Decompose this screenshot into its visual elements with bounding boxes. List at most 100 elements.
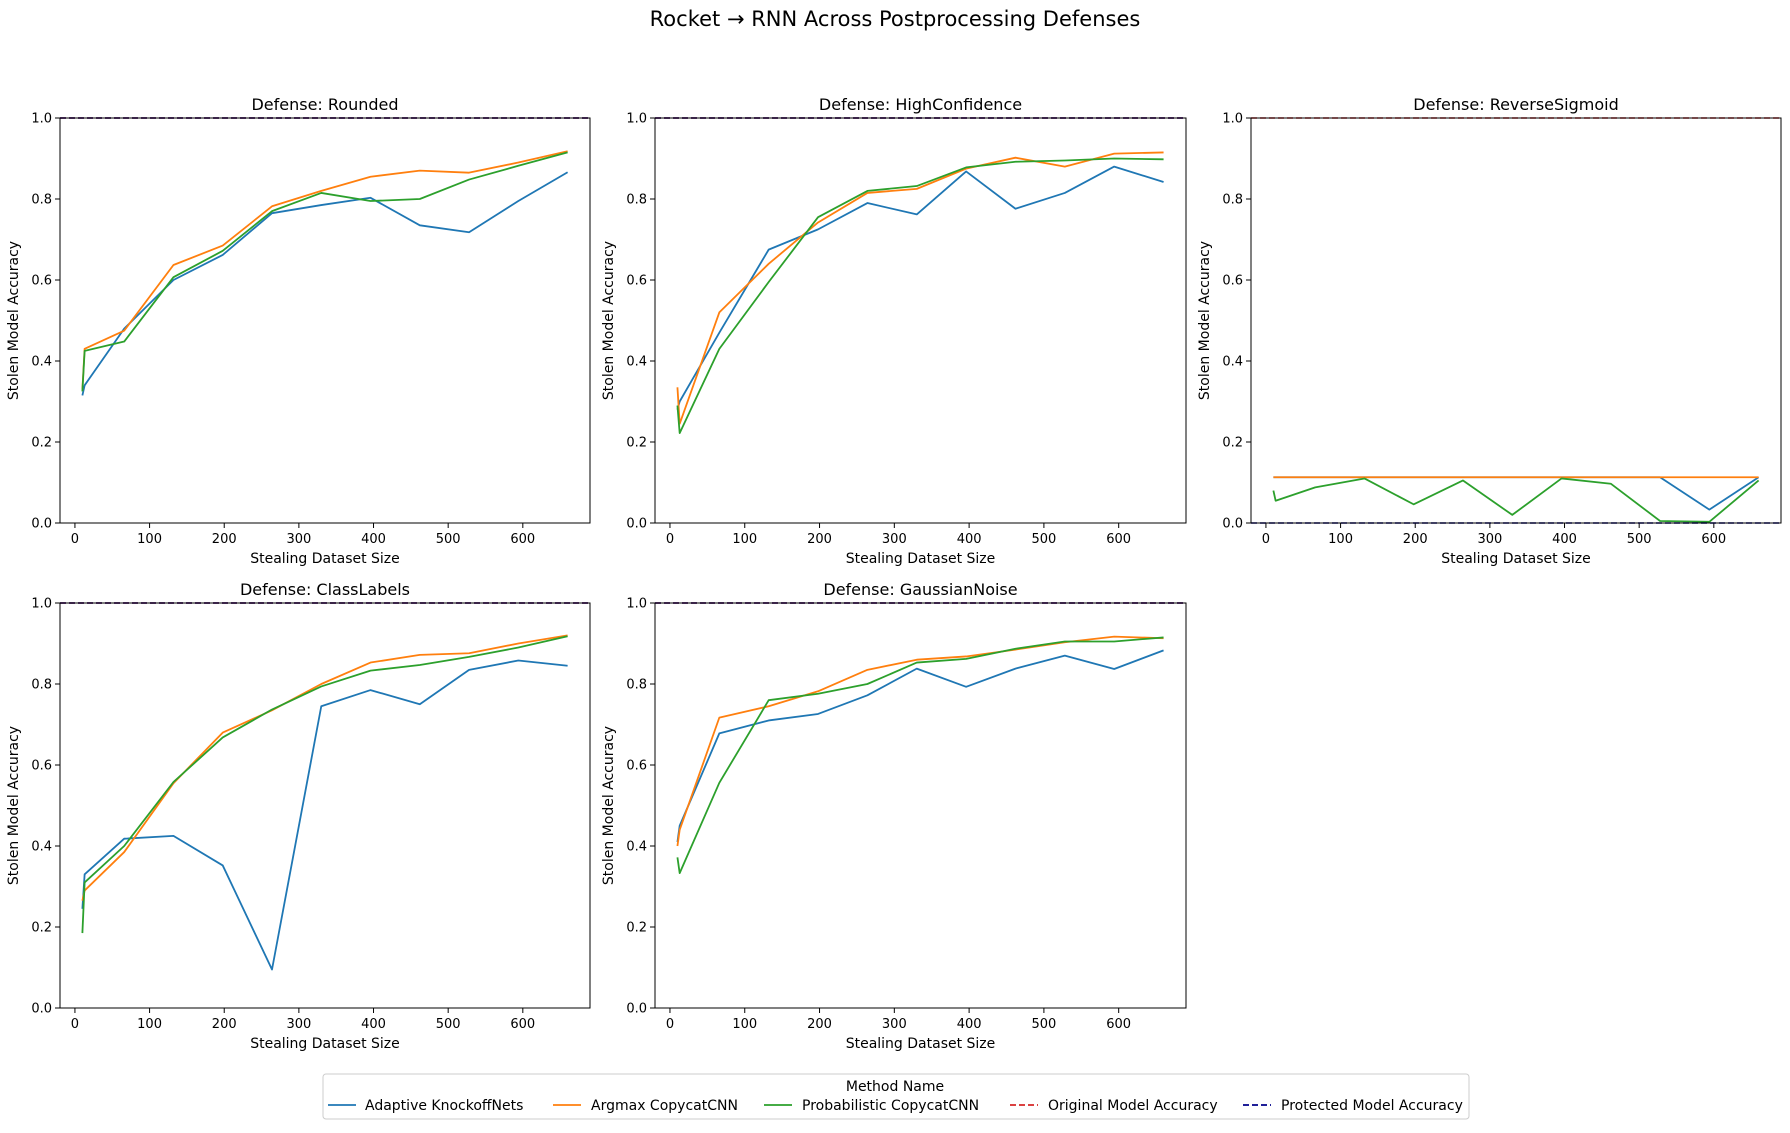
x-tick-label: 300 (1477, 532, 1502, 547)
subplot-defense-highconfidence: Defense: HighConfidence 0 100 200 300 400 500 6… (601, 95, 1187, 567)
x-tick-label: 500 (436, 1017, 461, 1032)
legend-label-protected-model-accuracy: Protected Model Accuracy (1281, 1098, 1463, 1114)
axes-frame (59, 602, 591, 1009)
x-tick-label: 100 (1328, 532, 1353, 547)
series-line-argmax-copycatcnn (676, 151, 1164, 425)
x-tick-label: 600 (1106, 1017, 1131, 1032)
x-axis-label: Stealing Dataset Size (250, 551, 400, 567)
x-axis-label: Stealing Dataset Size (846, 551, 996, 567)
series-line-adaptive-knockoffnets (676, 649, 1164, 843)
y-tick-label: 0.8 (1222, 193, 1243, 208)
x-tick-label: 600 (1106, 532, 1131, 547)
plot-area (60, 602, 590, 971)
y-tick-label: 0.2 (626, 436, 647, 451)
y-axis-label: Stolen Model Accuracy (6, 241, 22, 400)
legend-label-adaptive-knockoffnets: Adaptive KnockoffNets (365, 1098, 523, 1114)
y-tick-label: 0.4 (626, 355, 647, 370)
y-tick-label: 0.6 (626, 759, 647, 774)
series-line-probabilistic-copycatcnn (81, 635, 568, 934)
y-tick-label: 0.8 (31, 678, 52, 693)
series-line-argmax-copycatcnn (81, 150, 568, 390)
x-tick-label: 0 (1262, 532, 1270, 547)
x-tick-label: 500 (436, 532, 461, 547)
y-tick-label: 0.4 (31, 840, 52, 855)
y-tick-label: 0.4 (1222, 355, 1243, 370)
plot-area (655, 117, 1186, 434)
x-tick-label: 0 (666, 1017, 674, 1032)
legend-label-probabilistic-copycatcnn: Probabilistic CopycatCNN (802, 1098, 979, 1114)
x-tick-label: 300 (286, 1017, 311, 1032)
legend: Method Name Adaptive KnockoffNets Argmax … (322, 1073, 1470, 1120)
x-tick-label: 300 (286, 532, 311, 547)
y-tick-label: 0.6 (31, 274, 52, 289)
series-line-adaptive-knockoffnets (81, 171, 569, 396)
x-tick-label: 100 (732, 532, 757, 547)
plot-area (60, 117, 590, 396)
x-tick-label: 300 (882, 1017, 907, 1032)
x-tick-label: 200 (1403, 532, 1428, 547)
y-tick-label: 0.6 (1222, 274, 1243, 289)
y-tick-label: 1.0 (1222, 112, 1243, 127)
y-tick-label: 1.0 (31, 597, 52, 612)
legend-frame (322, 1073, 1470, 1120)
legend-label-original-model-accuracy: Original Model Accuracy (1048, 1098, 1218, 1114)
y-axis-label: Stolen Model Accuracy (601, 726, 617, 885)
x-tick-label: 200 (807, 1017, 832, 1032)
figure-title: Rocket → RNN Across Postprocessing Defen… (650, 7, 1141, 31)
x-axis-label: Stealing Dataset Size (846, 1036, 996, 1052)
subplot-defense-reversesigmoid: Defense: ReverseSigmoid 0 100 200 300 400 500 6… (1197, 95, 1782, 567)
subplot-title: Defense: ClassLabels (240, 580, 410, 599)
x-tick-label: 600 (510, 1017, 535, 1032)
y-tick-label: 1.0 (31, 112, 52, 127)
y-tick-label: 0.6 (626, 274, 647, 289)
y-tick-label: 0.8 (626, 678, 647, 693)
y-tick-label: 0.0 (31, 517, 52, 532)
x-tick-label: 100 (137, 1017, 162, 1032)
y-tick-label: 0.4 (626, 840, 647, 855)
y-tick-label: 0.2 (626, 921, 647, 936)
series-line-probabilistic-copycatcnn (1272, 477, 1760, 523)
y-tick-label: 0.0 (31, 1002, 52, 1017)
x-tick-label: 400 (361, 1017, 386, 1032)
y-tick-label: 0.8 (31, 193, 52, 208)
x-tick-label: 0 (666, 532, 674, 547)
x-tick-label: 400 (1552, 532, 1577, 547)
x-tick-label: 0 (71, 532, 79, 547)
x-tick-label: 400 (361, 532, 386, 547)
y-tick-label: 0.4 (31, 355, 52, 370)
x-axis-label: Stealing Dataset Size (250, 1036, 400, 1052)
x-tick-label: 100 (732, 1017, 757, 1032)
y-tick-label: 0.2 (31, 436, 52, 451)
y-tick-label: 0.8 (626, 193, 647, 208)
subplot-grid: Defense: Rounded 0 100 200 300 400 500 600 0.0 0.… (6, 95, 1782, 1052)
y-tick-label: 0.2 (31, 921, 52, 936)
x-tick-label: 200 (212, 532, 237, 547)
y-axis-label: Stolen Model Accuracy (601, 241, 617, 400)
series-line-argmax-copycatcnn (676, 635, 1164, 847)
x-tick-label: 0 (71, 1017, 79, 1032)
subplot-title: Defense: GaussianNoise (823, 580, 1017, 599)
y-tick-label: 0.0 (626, 1002, 647, 1017)
y-tick-label: 0.0 (626, 517, 647, 532)
x-tick-label: 400 (957, 1017, 982, 1032)
y-tick-label: 1.0 (626, 112, 647, 127)
series-line-adaptive-knockoffnets (81, 659, 568, 971)
y-tick-label: 0.6 (31, 759, 52, 774)
subplot-title: Defense: HighConfidence (819, 95, 1022, 114)
x-tick-label: 600 (1701, 532, 1726, 547)
axes-frame (1250, 117, 1782, 524)
y-axis-label: Stolen Model Accuracy (6, 726, 22, 885)
series-line-probabilistic-copycatcnn (81, 151, 568, 392)
y-tick-label: 0.2 (1222, 436, 1243, 451)
axes-frame (654, 602, 1187, 1009)
x-tick-label: 400 (957, 532, 982, 547)
plot-area (1251, 117, 1781, 524)
legend-label-argmax-copycatcnn: Argmax CopycatCNN (591, 1098, 738, 1114)
series-line-argmax-copycatcnn (81, 634, 568, 901)
subplot-title: Defense: ReverseSigmoid (1413, 95, 1618, 114)
x-tick-label: 500 (1031, 532, 1056, 547)
legend-title: Method Name (846, 1079, 944, 1095)
y-tick-label: 0.0 (1222, 517, 1243, 532)
plot-area (655, 602, 1186, 875)
